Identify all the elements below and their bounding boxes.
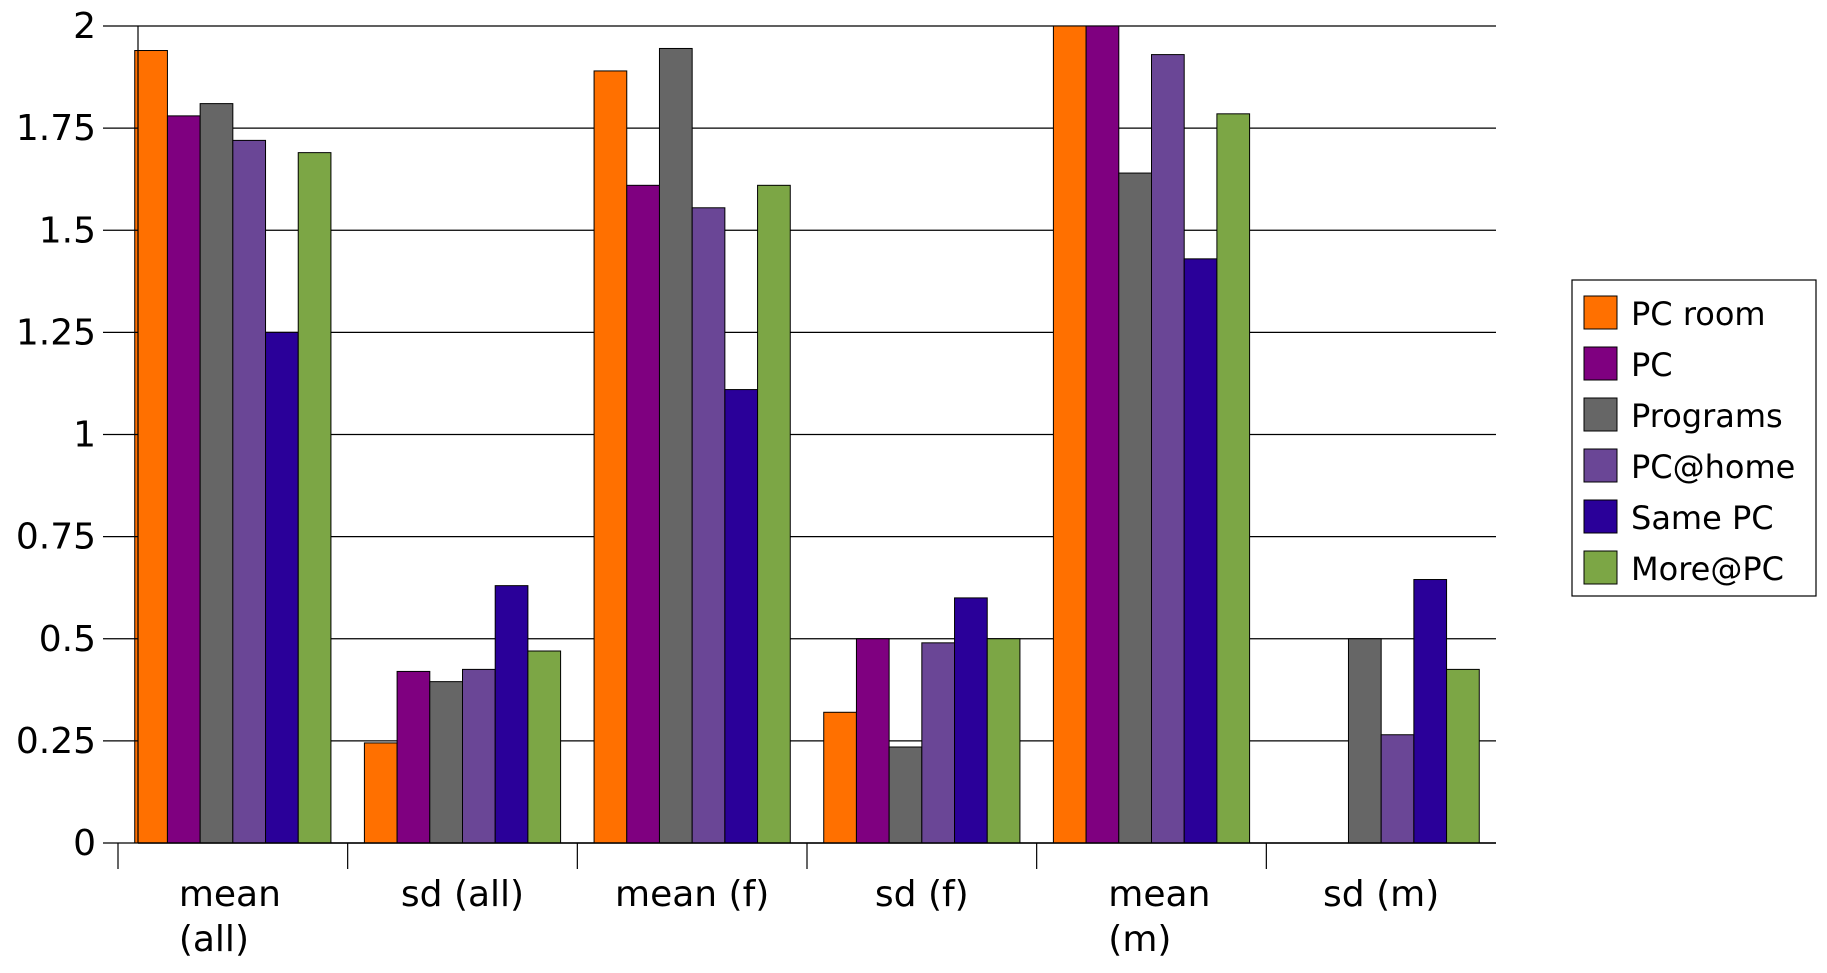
- legend-label: PC@home: [1631, 448, 1795, 486]
- y-tick-label: 0.75: [16, 517, 96, 558]
- y-tick-label: 1.25: [16, 312, 96, 353]
- bar-more-pc: [757, 184, 791, 844]
- x-category-label: mean (all): [179, 874, 281, 960]
- x-category-label-line: mean: [1108, 874, 1210, 915]
- bar-programs: [199, 103, 234, 844]
- bar-same-pc: [1183, 258, 1218, 844]
- legend: PC room PC Programs PC@home Same PC More@PC: [1571, 279, 1817, 597]
- bar-pc: [1085, 25, 1120, 844]
- bar-pc: [396, 670, 431, 844]
- bar-pc-room: [593, 70, 628, 844]
- bar-pc-home: [232, 139, 267, 844]
- grid-lines: [138, 25, 1496, 844]
- y-tick-label: 0.5: [39, 619, 96, 660]
- legend-swatch: [1583, 397, 1618, 432]
- x-axis-category-labels: mean (all)sd (all) mean (f) sd (f) mean (m)sd…: [179, 874, 1439, 960]
- bar-more-pc: [986, 638, 1021, 844]
- y-tick-label: 1.75: [16, 108, 96, 149]
- x-category-label: sd (m): [1323, 874, 1439, 915]
- x-category-label-line: mean: [179, 874, 281, 915]
- bar-same-pc: [1413, 579, 1448, 844]
- y-tick-label: 0: [73, 823, 96, 864]
- legend-label: Same PC: [1631, 499, 1774, 537]
- y-tick-label: 0.25: [16, 721, 96, 762]
- legend-label: More@PC: [1631, 550, 1784, 588]
- y-axis-tick-labels: 0 0.25 0.5 0.75 1 1.25 1.5 1.75 2: [16, 6, 96, 864]
- y-tick-label: 1: [73, 415, 96, 456]
- bar-more-pc: [1446, 668, 1480, 844]
- bar-more-pc: [1216, 113, 1251, 844]
- bar-pc-home: [921, 642, 956, 844]
- bar-pc-room: [363, 742, 398, 844]
- bar-pc-home: [691, 207, 726, 844]
- legend-label: PC: [1631, 346, 1673, 384]
- legend-label: PC room: [1631, 295, 1766, 333]
- bar-same-pc: [724, 389, 759, 844]
- bar-pc-home: [462, 668, 496, 844]
- legend-swatch: [1583, 346, 1618, 381]
- bar-programs: [1118, 172, 1153, 844]
- bar-programs: [1347, 638, 1382, 844]
- y-tick-label: 2: [73, 6, 96, 47]
- bar-pc: [626, 184, 660, 844]
- legend-swatch: [1583, 499, 1618, 534]
- bar-programs: [888, 746, 923, 844]
- bar-same-pc: [954, 597, 988, 844]
- bar-programs: [658, 47, 693, 844]
- bar-same-pc: [494, 585, 529, 844]
- bar-pc-room: [823, 711, 857, 844]
- y-tick-label: 1.5: [39, 210, 96, 251]
- x-category-label: mean (f): [615, 874, 769, 915]
- x-category-label: sd (all): [401, 874, 524, 915]
- legend-swatch: [1583, 295, 1618, 330]
- bar-pc-home: [1380, 734, 1415, 844]
- bar-pc-home: [1151, 54, 1185, 844]
- legend-box: [1571, 279, 1817, 597]
- x-category-label: mean (m): [1108, 874, 1210, 960]
- axes: [103, 25, 1496, 869]
- bar-programs: [429, 681, 463, 844]
- legend-label: Programs: [1631, 397, 1783, 435]
- x-category-label: sd (f): [875, 874, 969, 915]
- bar-more-pc: [527, 650, 562, 844]
- bars: [134, 25, 1480, 844]
- bar-pc-room: [134, 50, 168, 844]
- legend-swatch: [1583, 448, 1618, 483]
- bar-pc: [166, 115, 201, 844]
- legend-swatch: [1583, 550, 1618, 585]
- bar-more-pc: [297, 152, 332, 844]
- bar-pc: [855, 638, 890, 844]
- x-category-label-line: (all): [179, 919, 249, 960]
- bar-pc-room: [1052, 25, 1087, 844]
- x-category-label-line: (m): [1108, 919, 1171, 960]
- bar-same-pc: [265, 331, 299, 844]
